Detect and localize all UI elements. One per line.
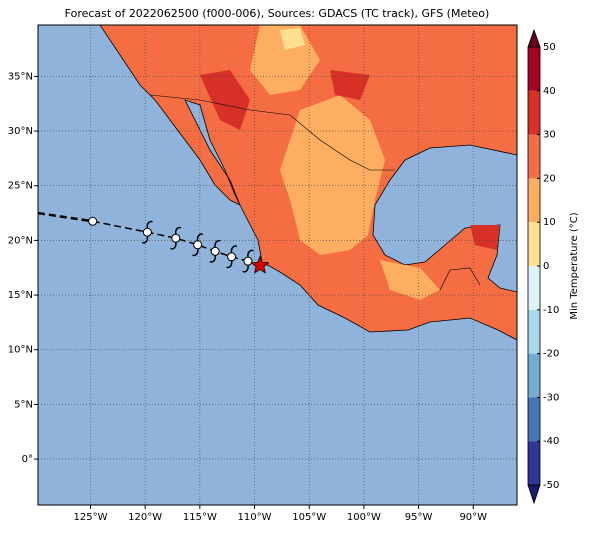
y-tick-label: 20°N (8, 235, 33, 246)
storm-symbol (191, 233, 204, 257)
y-tick-label: 25°N (8, 181, 33, 192)
colorbar-tick-label: 0 (543, 261, 549, 272)
colorbar-tick-label: 20 (543, 173, 556, 184)
storm-symbol-arm (170, 226, 182, 250)
storm-symbol-arm (225, 245, 238, 269)
y-tick-label: 15°N (8, 290, 33, 301)
border (439, 267, 481, 291)
warm-area (200, 70, 250, 130)
map-frame (37, 24, 518, 506)
colorbar-tick-label: 10 (543, 217, 556, 228)
y-tick-label: 35°N (8, 71, 33, 82)
storm-symbol-arm (209, 239, 221, 263)
storm-symbol (242, 249, 254, 273)
track-line (37, 211, 93, 223)
colorbar-bin (528, 353, 540, 398)
warm-area (470, 225, 500, 250)
x-tick-label: 110°W (238, 512, 272, 523)
colorbar-label: Min Temperature (°C) (569, 212, 580, 319)
colorbar-bin (528, 90, 540, 135)
colorbar-bin (528, 134, 540, 179)
storm-symbol-arm (141, 220, 154, 244)
cool-area (380, 260, 440, 300)
storm-symbol (225, 245, 238, 269)
storm-symbol (141, 220, 154, 244)
x-tick-label: 120°W (128, 512, 162, 523)
colorbar-bin (528, 47, 540, 91)
y-tick-label: 10°N (8, 345, 33, 356)
colorbar-tick-label: -30 (543, 392, 559, 403)
x-tick-label: 100°W (347, 512, 381, 523)
storm-symbol-arm (242, 249, 254, 273)
warm-area (330, 70, 370, 100)
y-tick-label: 0° (22, 454, 33, 465)
x-tick-label: 95°W (405, 512, 433, 523)
x-tick-label: 125°W (74, 512, 108, 523)
colorbar-bin (528, 441, 540, 485)
map-title: Forecast of 2022062500 (f000-006), Sourc… (65, 7, 490, 20)
colorbar-tick-label: -40 (543, 436, 559, 447)
x-tick-label: 105°W (292, 512, 326, 523)
x-tick-label: 115°W (183, 512, 217, 523)
storm-symbol-eye (142, 227, 152, 237)
cool-area (280, 95, 385, 255)
colorbar-extend-under (527, 484, 541, 505)
colorbar-extend-over (527, 28, 541, 48)
border (149, 94, 395, 171)
storm-symbol-eye (210, 246, 220, 256)
storm-symbol-eye (243, 256, 253, 266)
colorbar-tick-label: -10 (543, 305, 559, 316)
colorbar-bin (528, 309, 540, 354)
colorbar-tick-label: -50 (543, 480, 559, 491)
storm-symbol (170, 226, 182, 250)
colorbar-bin (528, 266, 540, 310)
land (99, 25, 517, 341)
y-tick-label: 5°N (14, 399, 33, 410)
colorbar-tick-label: 30 (543, 130, 556, 141)
colorbar-tick-label: -20 (543, 349, 559, 360)
colorbar-bin (528, 222, 540, 266)
storm-symbol-eye (193, 240, 203, 250)
track-point (88, 216, 98, 226)
storm-symbol-eye (227, 252, 237, 262)
current-position (250, 255, 270, 274)
colorbar-bin (528, 397, 540, 442)
colorbar-tick-label: 50 (543, 42, 556, 53)
x-tick-label: 90°W (459, 512, 487, 523)
colorbar-bin (528, 178, 540, 223)
colorbar-tick-label: 40 (543, 86, 556, 97)
storm-symbol (209, 239, 221, 263)
storm-symbol-eye (171, 233, 181, 243)
storm-symbol-arm (191, 233, 204, 257)
mild-area (280, 28, 305, 50)
y-tick-label: 30°N (8, 126, 33, 137)
